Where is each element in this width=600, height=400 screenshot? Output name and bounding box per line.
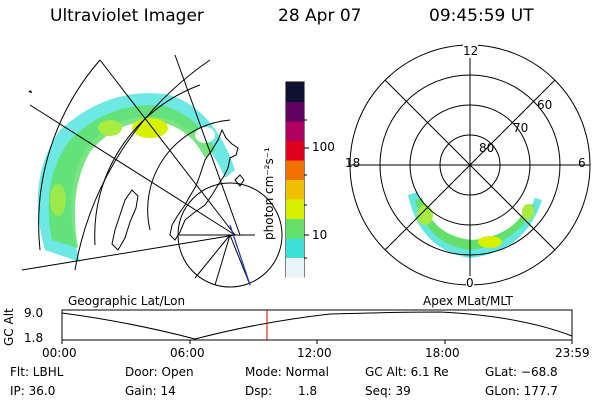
- colorbar-band: [286, 257, 304, 278]
- instrument-title: Ultraviolet Imager: [50, 6, 204, 26]
- colorbar-band: [286, 140, 304, 161]
- colorbar-band: [286, 121, 304, 141]
- mlt-label-12: 12: [463, 44, 479, 58]
- time-tick-1200: 12:00: [297, 346, 332, 360]
- filter-info: Flt: LBHL: [10, 365, 64, 379]
- altitude-tick-low: 1.8: [24, 331, 44, 345]
- ip-info: IP: 36.0: [10, 384, 56, 398]
- auroral-emission-left: [37, 93, 236, 262]
- colorbar-tick-100: 100: [312, 140, 335, 154]
- observation-time: 09:45:59 UT: [429, 6, 534, 26]
- altitude-axis-label: GC Alt: [2, 308, 16, 346]
- gc-alt-info: GC Alt: 6.1 Re: [365, 365, 449, 379]
- colorbar-band: [286, 179, 304, 200]
- colorbar-band: [286, 101, 304, 122]
- geographic-map: [21, 54, 283, 288]
- apex-polar-map: [349, 44, 591, 286]
- coastline: [169, 128, 239, 241]
- time-tick-0600: 06:00: [170, 346, 205, 360]
- time-tick-0000: 00:00: [42, 346, 77, 360]
- colorbar-band: [286, 82, 304, 102]
- glat-info: GLat: −68.8: [485, 365, 558, 379]
- time-tick-2359: 23:59: [555, 346, 590, 360]
- colorbar-band: [286, 218, 304, 239]
- mlt-label-0: 0: [466, 276, 474, 290]
- mlt-label-18: 18: [345, 156, 361, 170]
- altitude-curve: [61, 311, 573, 340]
- glon-info: GLon: 177.7: [485, 384, 558, 398]
- altitude-tick-high: 9.0: [24, 306, 44, 320]
- colorbar-band: [286, 160, 304, 180]
- dsp-value: 1.8: [298, 384, 318, 398]
- observation-date: 28 Apr 07: [278, 6, 362, 26]
- colorbar-band: [286, 199, 304, 219]
- colorbar: [285, 81, 309, 278]
- mode-info: Mode: Normal: [245, 365, 329, 379]
- altitude-plot: [61, 309, 573, 344]
- dsp-label: Dsp:: [245, 384, 273, 398]
- auroral-emission-right: [408, 192, 542, 258]
- seq-info: Seq: 39: [365, 384, 411, 398]
- mlt-label-6: 6: [578, 156, 586, 170]
- lat-label-60: 60: [537, 98, 553, 112]
- satellite-track: [229, 224, 251, 286]
- colorbar-unit-label: photon cm⁻²s⁻¹: [262, 147, 276, 240]
- gain-info: Gain: 14: [125, 384, 176, 398]
- time-tick-1800: 18:00: [425, 346, 460, 360]
- right-map-label: Apex MLat/MLT: [423, 294, 513, 308]
- lat-label-70: 70: [513, 121, 529, 135]
- left-map-label: Geographic Lat/Lon: [68, 294, 186, 308]
- colorbar-tick-10: 10: [312, 228, 328, 242]
- colorbar-band: [286, 238, 304, 258]
- lat-label-80: 80: [479, 141, 495, 155]
- door-info: Door: Open: [125, 365, 194, 379]
